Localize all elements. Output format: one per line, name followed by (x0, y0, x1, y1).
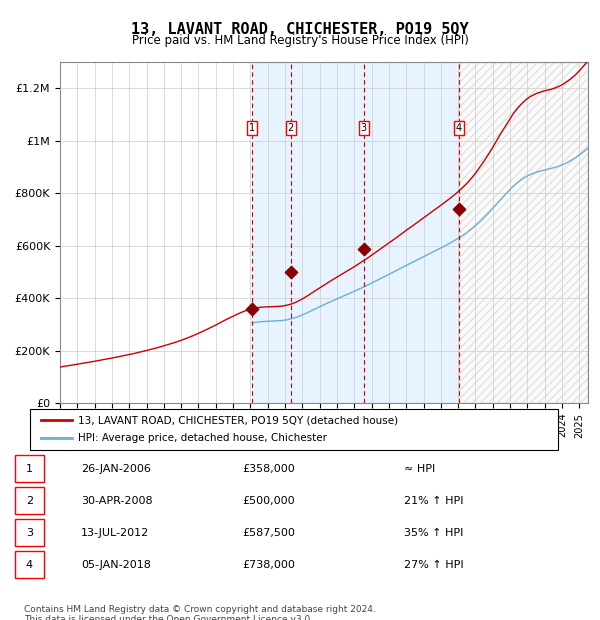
FancyBboxPatch shape (15, 519, 44, 546)
Text: 2: 2 (26, 495, 33, 506)
Text: Contains HM Land Registry data © Crown copyright and database right 2024.
This d: Contains HM Land Registry data © Crown c… (24, 604, 376, 620)
Point (247, 304, 256, 314)
Text: 4: 4 (26, 560, 33, 570)
Text: £358,000: £358,000 (242, 464, 295, 474)
Text: 27% ↑ HPI: 27% ↑ HPI (404, 560, 463, 570)
Bar (364, 62, 458, 403)
Text: £500,000: £500,000 (242, 495, 295, 506)
FancyBboxPatch shape (15, 455, 44, 482)
Text: 05-JAN-2018: 05-JAN-2018 (81, 560, 151, 570)
Text: 35% ↑ HPI: 35% ↑ HPI (404, 528, 463, 538)
Text: 1: 1 (248, 123, 255, 133)
FancyBboxPatch shape (15, 487, 44, 515)
Point (286, 267, 296, 277)
Text: 13, LAVANT ROAD, CHICHESTER, PO19 5QY (detached house): 13, LAVANT ROAD, CHICHESTER, PO19 5QY (d… (77, 415, 398, 425)
Text: 13-JUL-2012: 13-JUL-2012 (81, 528, 149, 538)
Point (454, 205, 463, 215)
Point (359, 244, 368, 254)
Bar (458, 62, 588, 403)
Text: 1: 1 (26, 464, 33, 474)
Text: 3: 3 (26, 528, 33, 538)
Bar (291, 62, 364, 403)
Text: 2: 2 (287, 123, 294, 133)
FancyBboxPatch shape (30, 409, 558, 450)
FancyBboxPatch shape (15, 551, 44, 578)
Text: ≈ HPI: ≈ HPI (404, 464, 435, 474)
Text: 13, LAVANT ROAD, CHICHESTER, PO19 5QY: 13, LAVANT ROAD, CHICHESTER, PO19 5QY (131, 22, 469, 37)
Text: 3: 3 (361, 123, 367, 133)
Text: 26-JAN-2006: 26-JAN-2006 (81, 464, 151, 474)
Text: 4: 4 (455, 123, 461, 133)
Text: Price paid vs. HM Land Registry's House Price Index (HPI): Price paid vs. HM Land Registry's House … (131, 34, 469, 47)
Bar (458, 62, 588, 403)
Text: £587,500: £587,500 (242, 528, 295, 538)
Bar (251, 62, 291, 403)
Text: £738,000: £738,000 (242, 560, 295, 570)
Text: 21% ↑ HPI: 21% ↑ HPI (404, 495, 463, 506)
Text: 30-APR-2008: 30-APR-2008 (81, 495, 153, 506)
Text: HPI: Average price, detached house, Chichester: HPI: Average price, detached house, Chic… (77, 433, 326, 443)
Bar (458, 62, 588, 403)
